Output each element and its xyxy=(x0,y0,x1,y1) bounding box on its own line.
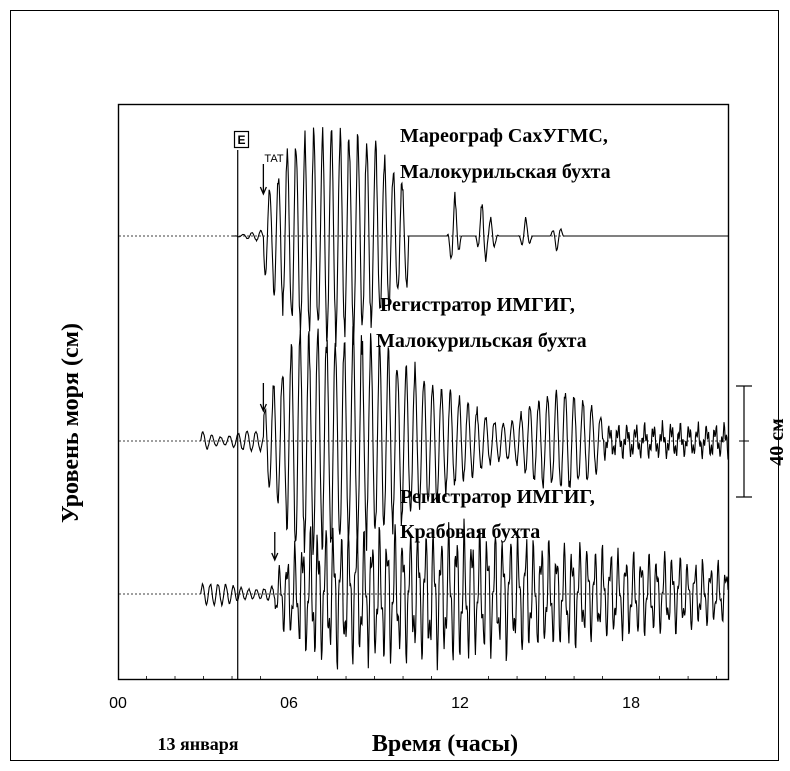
x-tick-label: 18 xyxy=(622,695,640,712)
annotation-line: Регистратор ИМГИГ, xyxy=(400,486,595,508)
x-tick-label: 06 xyxy=(280,695,298,712)
arrival-arrows xyxy=(259,164,279,562)
traces xyxy=(200,127,729,671)
annotation-line: Мареограф СахУГМС, xyxy=(400,125,608,147)
x-ticks: 00 06 12 18 xyxy=(109,676,717,712)
scale-bar xyxy=(736,385,752,498)
annotation-line: Малокурильская бухта xyxy=(376,330,587,352)
series-trace xyxy=(232,127,728,347)
figure-border xyxy=(10,10,779,761)
plot-frame xyxy=(117,103,730,681)
event-marker-label: E xyxy=(237,133,245,147)
date-label: 13 января xyxy=(157,734,238,754)
annotation-line: Малокурильская бухта xyxy=(400,161,611,183)
arrival-arrow xyxy=(259,164,267,196)
x-tick-label: 00 xyxy=(109,695,127,712)
x-axis-label: Время (часы) xyxy=(372,731,518,757)
x-tick-label: 12 xyxy=(451,695,469,712)
y-axis-label: Уровень моря (см) xyxy=(58,323,84,523)
arrival-arrow xyxy=(271,532,279,562)
tat-label: TAT xyxy=(264,153,283,165)
annotation-line: Регистратор ИМГИГ, xyxy=(380,294,575,316)
arrival-arrow xyxy=(259,383,267,413)
annotation-line: Крабовая бухта xyxy=(400,521,540,543)
event-marker-box xyxy=(233,130,250,149)
series-trace xyxy=(200,326,729,555)
scale-bar-label: 40 см xyxy=(766,418,788,466)
series-trace xyxy=(200,518,729,671)
